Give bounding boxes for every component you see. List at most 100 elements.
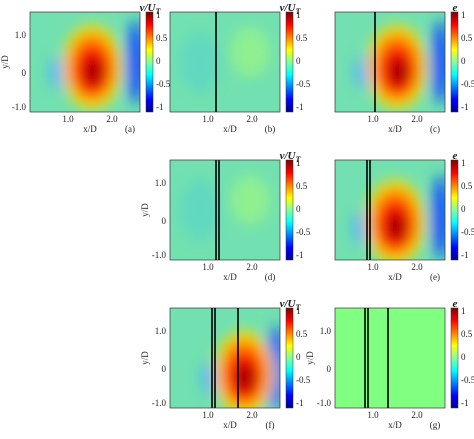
y-tick-label: 1.0 — [155, 178, 167, 188]
x-tick-label: 1.0 — [367, 410, 379, 420]
colorbar-title-main: e — [453, 2, 458, 14]
colorbar-tick-label: -1 — [156, 102, 164, 112]
colorbar-tick-label: -1 — [296, 398, 304, 408]
colorbar-title: e — [453, 2, 458, 14]
colorbar — [285, 307, 294, 409]
panel: 1.0 2.0 x/D (d) 1.0 0 -1.0 y/D 1 0.5 0 -0.5 -1 v/UT — [140, 150, 311, 283]
colorbar-title: e — [453, 298, 458, 310]
colorbar-tick-label: -1 — [296, 250, 304, 260]
panel-label: (e) — [430, 272, 440, 282]
colorbar-tick-label: -1 — [461, 102, 469, 112]
plot-frame — [334, 11, 446, 113]
y-tick-label: 1.0 — [155, 326, 167, 336]
colorbar — [450, 11, 459, 113]
y-tick-label: 0 — [327, 364, 332, 374]
field — [170, 308, 280, 408]
panel: 1.0 2.0 x/D (e) 1 0.5 0 -0.5 -1 e — [334, 150, 474, 282]
colorbar-tick-label: 0 — [156, 56, 161, 66]
panel: 1.0 2.0 x/D (c) 1 0.5 0 -0.5 -1 e — [334, 2, 474, 134]
colorbar-tick-label: -0.5 — [296, 79, 311, 89]
colorbar-tick-label: 0.5 — [461, 33, 473, 43]
y-tick-label: 1.0 — [15, 30, 27, 40]
colorbar-tick-label: 0 — [461, 56, 466, 66]
colorbar-tick-label: 0 — [461, 204, 466, 214]
colorbar-tick-label: 0 — [461, 352, 466, 362]
blobs — [50, 20, 140, 109]
colorbar-title-main: e — [453, 298, 458, 310]
colorbar-tick-label: 1 — [296, 158, 301, 168]
panel-label: (d) — [265, 272, 276, 282]
field — [170, 12, 280, 112]
x-axis-label: x/D — [388, 420, 402, 430]
blobs — [180, 175, 270, 240]
blobs — [180, 27, 270, 92]
x-axis-label: x/D — [388, 124, 402, 134]
x-tick-label: 2.0 — [106, 114, 118, 124]
colorbar — [285, 159, 294, 261]
colorbar-tick-label: 0 — [296, 56, 301, 66]
plot-frame — [169, 307, 281, 409]
x-tick-label: 1.0 — [367, 114, 379, 124]
colorbar-tick-label: 1 — [296, 10, 301, 20]
field — [170, 160, 280, 260]
colorbar-title-main: v/U — [140, 2, 157, 14]
plot-frame — [29, 11, 141, 113]
panel: 1.0 2.0 x/D (a) 1.0 0 -1.0 y/D 1 0.5 0 -0.5 -1 v/UT — [0, 2, 171, 135]
colorbar-tick-label: 1 — [156, 10, 161, 20]
colorbar-tick-label: -0.5 — [461, 375, 474, 385]
colorbar-title: v/UT — [280, 298, 302, 313]
colorbar-tick-label: -0.5 — [296, 375, 311, 385]
plot-frame — [169, 11, 281, 113]
y-tick-label: 1.0 — [320, 326, 332, 336]
colorbar-tick-label: -1 — [296, 102, 304, 112]
colorbar-tick-label: 1 — [461, 306, 466, 316]
y-tick-label: -1.0 — [317, 398, 332, 408]
field — [335, 308, 445, 408]
y-axis-label: y/D — [0, 55, 10, 69]
blob — [230, 175, 270, 225]
blob — [230, 27, 270, 77]
colorbar-tick-label: 1 — [296, 306, 301, 316]
panel-label: (g) — [430, 420, 441, 430]
panel: 1.02.0x/D(g)1.00-1.0y/D10.50-0.5-1eu — [305, 298, 474, 431]
x-tick-label: 2.0 — [246, 262, 258, 272]
x-tick-label: 1.0 — [202, 114, 214, 124]
y-axis-label: y/D — [140, 351, 150, 365]
colorbar-title-main: v/U — [280, 2, 297, 14]
y-axis-label: y/D — [305, 351, 315, 365]
plot-frame — [169, 159, 281, 261]
colorbar-title: v/UT — [280, 150, 302, 165]
x-tick-label: 2.0 — [246, 410, 258, 420]
x-tick-label: 2.0 — [411, 262, 423, 272]
blob — [127, 20, 140, 104]
colorbar — [145, 11, 154, 113]
colorbar-title: e — [453, 150, 458, 162]
blob — [180, 32, 220, 92]
colorbar-title-main: e — [453, 150, 458, 162]
plot-frame — [334, 307, 446, 409]
x-axis-label: x/D — [223, 124, 237, 134]
y-tick-label: -1.0 — [152, 398, 167, 408]
x-axis-label: x/D — [223, 272, 237, 282]
x-tick-label: 2.0 — [411, 114, 423, 124]
blob — [432, 20, 445, 104]
panel-label: (a) — [125, 124, 135, 134]
x-tick-label: 1.0 — [202, 410, 214, 420]
x-tick-label: 2.0 — [411, 410, 423, 420]
colorbar-tick-label: 1 — [461, 10, 466, 20]
y-tick-label: -1.0 — [152, 250, 167, 260]
colorbar-title-sub: T — [156, 7, 162, 16]
x-tick-label: 1.0 — [202, 262, 214, 272]
blob — [84, 57, 104, 87]
x-tick-label: 1.0 — [62, 114, 74, 124]
blobs — [353, 175, 445, 260]
colorbar-tick-label: 1 — [461, 158, 466, 168]
colorbar-tick-label: -0.5 — [156, 79, 171, 89]
colorbar-tick-label: 0 — [296, 352, 301, 362]
y-tick-label: 0 — [162, 364, 167, 374]
x-axis-label: x/D — [388, 272, 402, 282]
colorbar — [450, 307, 459, 409]
colorbar-title-sub: T — [296, 7, 302, 16]
panel: 1.0 2.0 x/D (b) 1 0.5 0 -0.5 -1 v/UT — [169, 2, 311, 134]
